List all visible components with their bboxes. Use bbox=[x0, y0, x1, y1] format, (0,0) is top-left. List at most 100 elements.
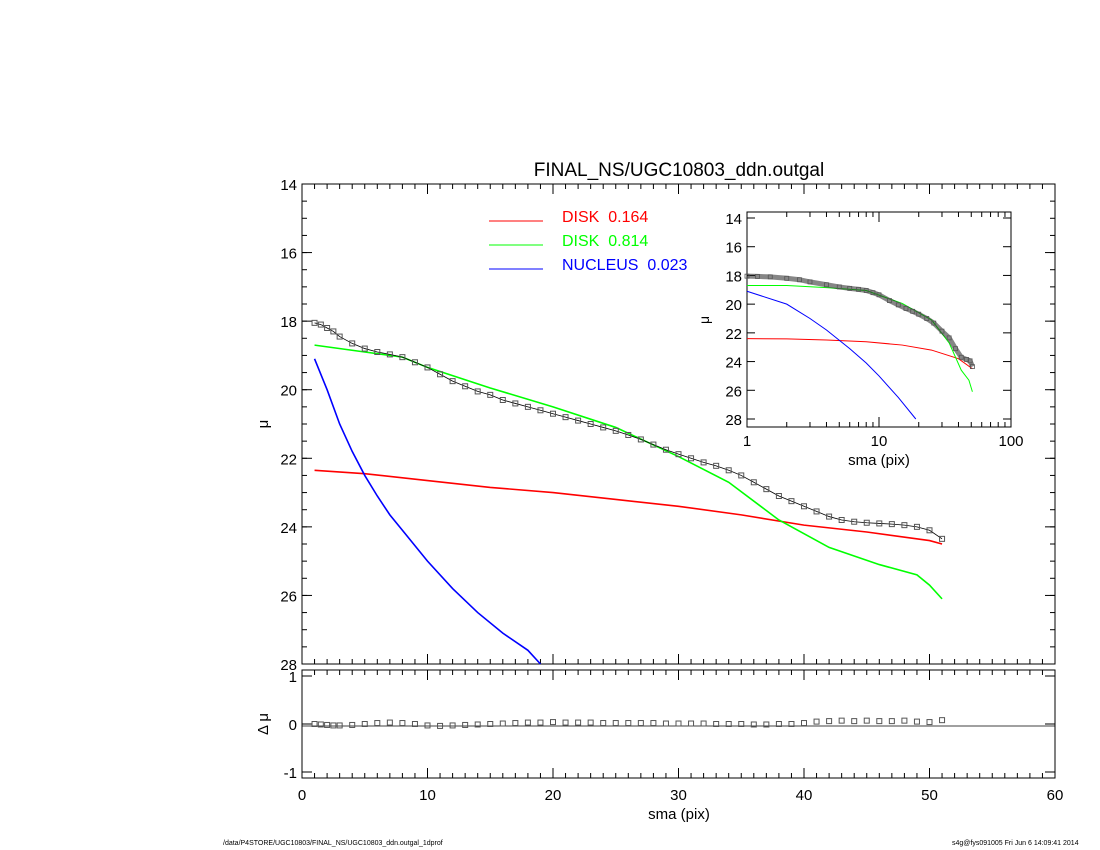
residual-point bbox=[487, 721, 494, 727]
residual-point bbox=[625, 720, 632, 727]
inset-y-tick-label: 14 bbox=[725, 211, 742, 228]
main-y-tick-label: 20 bbox=[280, 383, 297, 400]
inset-data-point bbox=[895, 302, 901, 308]
main-data-point bbox=[863, 519, 870, 526]
footer-file-path: /data/P4STORE/UGC10803/FINAL_NS/UGC10803… bbox=[223, 840, 443, 847]
main-data-point bbox=[926, 527, 933, 534]
main-data-point bbox=[913, 523, 920, 530]
inset-data-point bbox=[863, 288, 869, 293]
inset-data-point bbox=[824, 282, 829, 288]
inset-series-line-2 bbox=[746, 290, 917, 420]
residual-point bbox=[801, 720, 807, 727]
residual-point bbox=[512, 720, 519, 727]
main-data-point bbox=[550, 410, 556, 417]
inset-x-axis-label: sma (pix) bbox=[848, 452, 910, 469]
main-data-point bbox=[763, 486, 770, 493]
main-data-point bbox=[725, 467, 732, 474]
residual-point bbox=[550, 719, 556, 726]
residual-y-tick-label: 1 bbox=[289, 669, 297, 686]
residual-point bbox=[575, 719, 582, 726]
inset-data-point bbox=[887, 298, 892, 303]
inset-data-point bbox=[910, 308, 916, 314]
residual-point bbox=[524, 719, 531, 726]
inset-y-tick-label: 22 bbox=[725, 326, 742, 343]
inset-data-point bbox=[856, 286, 861, 292]
main-data-point bbox=[349, 340, 356, 347]
main-model-line bbox=[314, 322, 943, 540]
residual-point bbox=[662, 720, 669, 727]
residual-y-axis-label: Δ μ bbox=[255, 713, 272, 735]
main-data-point bbox=[838, 517, 845, 523]
inset-data-point bbox=[744, 273, 750, 279]
legend: DISK 0.164 DISK 0.814 NUCLEUS 0.023 bbox=[489, 209, 687, 274]
main-data-point bbox=[675, 451, 682, 458]
residual-point bbox=[939, 717, 946, 724]
main-y-tick-label: 18 bbox=[280, 314, 297, 331]
inset-data-band bbox=[746, 273, 975, 368]
inset-data-point bbox=[847, 285, 853, 291]
residual-point bbox=[311, 721, 318, 727]
main-data-point bbox=[317, 321, 324, 328]
main-data-point bbox=[713, 462, 720, 469]
residual-point bbox=[725, 721, 732, 727]
inset-data-point bbox=[967, 358, 973, 364]
main-y-tick-label: 16 bbox=[280, 246, 297, 263]
main-data-point bbox=[662, 446, 669, 453]
main-data-point bbox=[487, 391, 494, 398]
inset-x-tick-label: 100 bbox=[998, 433, 1023, 450]
main-data-point bbox=[688, 455, 695, 462]
main-data-point bbox=[336, 333, 343, 340]
inset-x-tick-label: 10 bbox=[871, 433, 888, 450]
main-data-point bbox=[512, 400, 519, 407]
main-data-point bbox=[374, 349, 381, 355]
inset-plot-frame bbox=[746, 211, 1012, 428]
inset-series-line-0 bbox=[746, 338, 973, 370]
main-y-tick-label: 26 bbox=[280, 588, 297, 605]
inset-data-point bbox=[836, 284, 842, 290]
residual-point bbox=[449, 722, 456, 729]
residual-point bbox=[399, 720, 406, 727]
inset-data-point bbox=[931, 320, 937, 326]
residual-point bbox=[562, 719, 569, 726]
residual-point bbox=[474, 721, 481, 728]
main-data-point bbox=[637, 436, 644, 443]
inset-data-point bbox=[946, 335, 952, 341]
residual-ticks: 10-10 10 20 30 40 50 60 bbox=[284, 669, 1064, 804]
main-data-point bbox=[411, 359, 418, 366]
main-ticks: 14 16 18 20 22 24 26 28 bbox=[280, 177, 1056, 674]
x-tick-label: 30 bbox=[670, 787, 687, 804]
main-data-point bbox=[788, 498, 795, 505]
inset-data-point bbox=[969, 364, 975, 369]
residual-series bbox=[311, 717, 946, 729]
inset-data-point bbox=[953, 346, 958, 352]
residual-point bbox=[888, 718, 895, 725]
residual-point bbox=[700, 720, 707, 727]
main-data-point bbox=[587, 421, 594, 427]
x-tick-label: 0 bbox=[298, 787, 306, 804]
residual-point bbox=[330, 722, 337, 729]
residual-point bbox=[349, 721, 356, 728]
main-data-point bbox=[625, 431, 632, 438]
main-data-point bbox=[399, 354, 406, 361]
residual-point bbox=[738, 721, 745, 727]
main-data-point bbox=[600, 424, 607, 431]
residual-point bbox=[863, 717, 870, 724]
legend-entry: NUCLEUS 0.023 bbox=[562, 257, 687, 274]
residual-point bbox=[926, 719, 933, 726]
inset-y-tick-label: 26 bbox=[725, 383, 742, 400]
residual-point bbox=[600, 720, 607, 727]
residual-point bbox=[688, 720, 695, 727]
residual-point bbox=[424, 722, 431, 729]
main-data-point bbox=[474, 388, 481, 395]
main-data-point bbox=[775, 493, 782, 499]
residual-point bbox=[901, 717, 908, 724]
residual-point bbox=[462, 721, 469, 728]
main-data-point bbox=[575, 417, 582, 424]
legend-entry: DISK 0.164 bbox=[562, 209, 648, 226]
residual-point bbox=[713, 721, 720, 727]
residual-point bbox=[763, 721, 770, 728]
main-series-line-0 bbox=[314, 469, 943, 545]
main-data-point bbox=[449, 378, 456, 385]
residual-y-tick-label: -1 bbox=[284, 765, 297, 782]
residual-panel: 10-10 10 20 30 40 50 60 Δ μ sma (pix) bbox=[255, 669, 1063, 823]
